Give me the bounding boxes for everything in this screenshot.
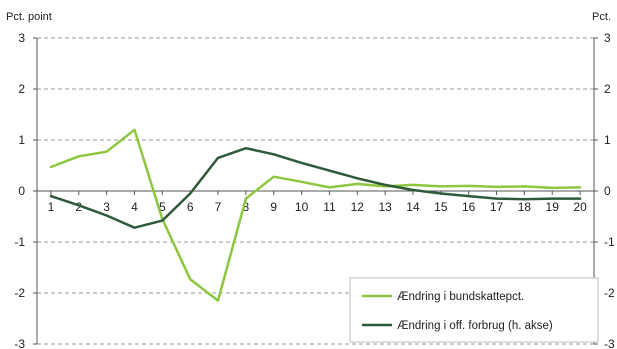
x-tick-label: 2 <box>75 200 82 214</box>
x-tick-label: 8 <box>243 200 250 214</box>
x-tick-label: 6 <box>187 200 194 214</box>
x-tick-label: 16 <box>462 200 476 214</box>
x-tick-label: 15 <box>434 200 448 214</box>
y-tick-label-left: -3 <box>14 337 25 349</box>
series-lines <box>49 128 582 302</box>
y-tick-label-right: -1 <box>604 235 615 249</box>
series-line-tax <box>49 128 582 302</box>
y-axis-right-unit: Pct. <box>592 11 611 23</box>
x-tick-label: 11 <box>323 200 336 214</box>
legend-label-consumption: Ændring i off. forbrug (h. akse) <box>397 320 553 332</box>
x-tick-label: 7 <box>215 200 222 214</box>
legend: Ændring i bundskattepct. Ændring i off. … <box>349 277 599 343</box>
x-tick-label: 20 <box>573 200 587 214</box>
y-axis-left-unit: Pct. point <box>6 11 52 23</box>
y-tick-label-right: -2 <box>604 286 615 300</box>
x-tick-label: 10 <box>295 200 309 214</box>
y-tick-label-right: 3 <box>604 31 611 45</box>
x-tick-label: 1 <box>48 200 55 214</box>
x-tick-label: 12 <box>351 200 365 214</box>
x-tick-label: 13 <box>378 200 392 214</box>
x-tick-label: 14 <box>406 200 420 214</box>
y-tick-label-right: 2 <box>604 82 611 96</box>
axes <box>33 37 598 345</box>
x-tick-label: 9 <box>270 200 277 214</box>
y-tick-label-left: -2 <box>14 286 25 300</box>
legend-label-tax: Ændring i bundskattepct. <box>397 291 524 303</box>
y-tick-label-right: -3 <box>604 337 615 349</box>
x-tick-label: 19 <box>546 200 560 214</box>
y-tick-label-left: 2 <box>18 82 25 96</box>
x-tick-label: 5 <box>159 200 166 214</box>
y-tick-label-left: 3 <box>18 31 25 45</box>
x-tick-label: 18 <box>518 200 532 214</box>
x-tick-label: 17 <box>490 200 504 214</box>
y-tick-label-left: 0 <box>18 184 25 198</box>
x-tick-label: 4 <box>131 200 138 214</box>
tick-labels: 3 32 21 10 0-1 -1-2 -2-3 -31 2 3 4 5 6 7 8 9 10 11 12 13 14 1… <box>14 31 615 349</box>
y-tick-label-left: 1 <box>18 133 25 147</box>
series-line-consumption <box>49 146 582 229</box>
legend-box <box>349 277 599 343</box>
x-tick-label: 3 <box>103 200 110 214</box>
y-tick-label-right: 0 <box>604 184 611 198</box>
y-tick-label-right: 1 <box>604 133 611 147</box>
y-tick-label-left: -1 <box>14 235 25 249</box>
